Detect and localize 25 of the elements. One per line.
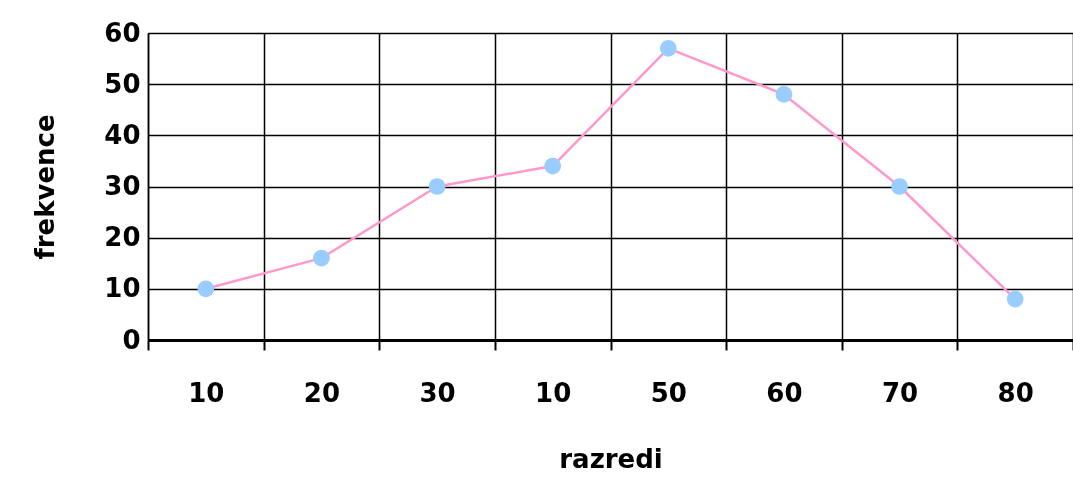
x-tick-label: 60 bbox=[766, 377, 803, 408]
point bbox=[428, 178, 446, 195]
point bbox=[544, 157, 562, 175]
x-tick-label: 80 bbox=[997, 377, 1034, 408]
y-tick-label: 0 bbox=[122, 324, 141, 355]
point bbox=[891, 178, 908, 195]
x-axis-title: razredi bbox=[559, 443, 663, 474]
y-tick-label: 60 bbox=[104, 17, 141, 48]
y-tick-label: 20 bbox=[104, 222, 141, 253]
y-axis-title: frekvence bbox=[30, 114, 61, 260]
x-tick-label: 70 bbox=[881, 377, 919, 408]
y-tick-label: 40 bbox=[104, 119, 141, 150]
point bbox=[1006, 290, 1024, 308]
x-tick-label: 20 bbox=[303, 377, 341, 408]
point bbox=[197, 280, 215, 298]
x-tick-label: 30 bbox=[419, 377, 456, 408]
point bbox=[313, 249, 330, 267]
point bbox=[775, 86, 793, 103]
y-tick-label: 50 bbox=[104, 68, 141, 99]
x-tick-label: 10 bbox=[188, 377, 225, 408]
x-tick-label: 50 bbox=[650, 377, 687, 408]
x-tick-label: 10 bbox=[535, 377, 572, 408]
y-tick-label: 10 bbox=[104, 273, 141, 304]
y-tick-label: 30 bbox=[104, 171, 141, 201]
point bbox=[659, 40, 677, 57]
